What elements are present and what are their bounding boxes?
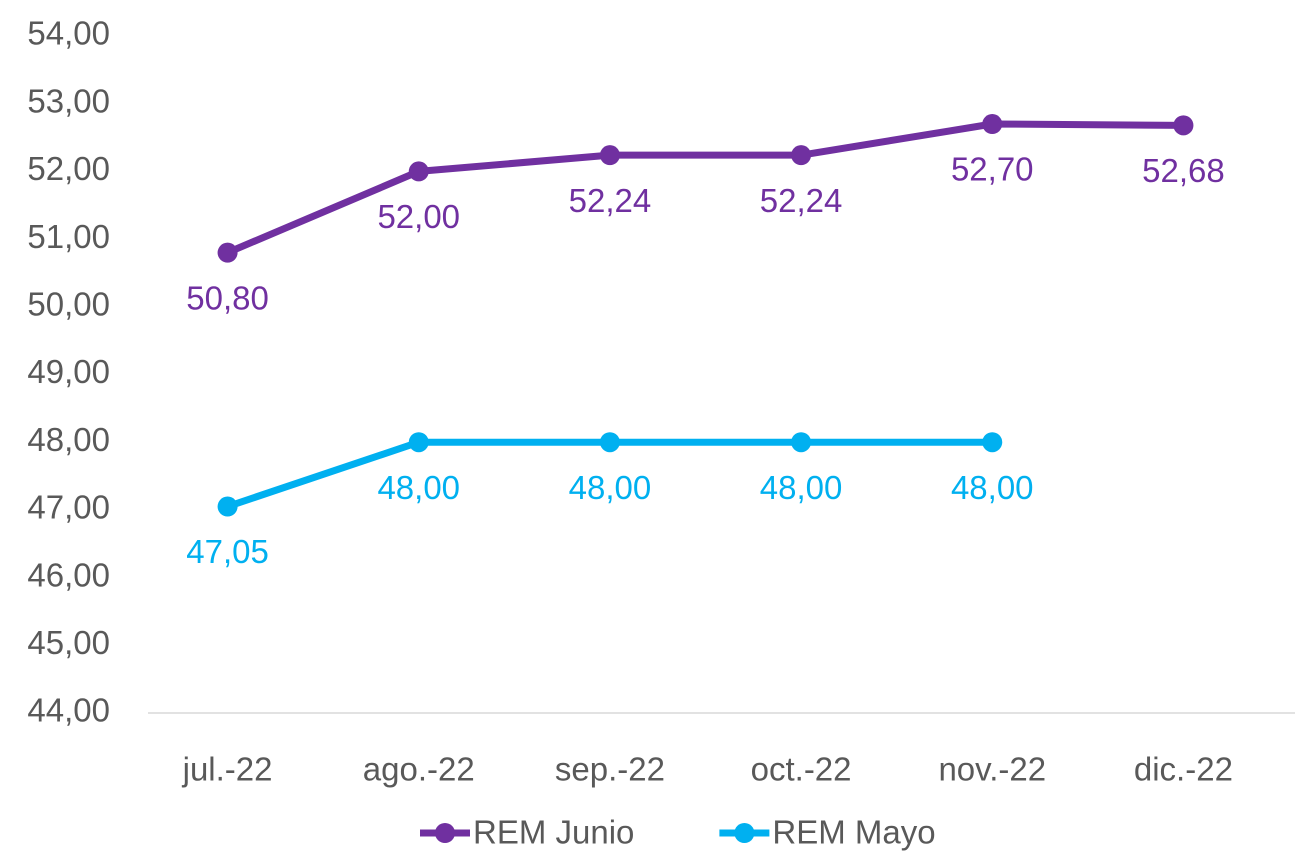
data-label: 47,05: [186, 533, 269, 570]
legend-label: REM Junio: [473, 814, 634, 851]
legend-label: REM Mayo: [772, 814, 935, 851]
point: [599, 145, 620, 166]
data-label: 52,68: [1142, 152, 1225, 189]
point: [408, 432, 429, 453]
data-label: 52,70: [951, 151, 1034, 188]
data-label: 48,00: [760, 469, 843, 506]
legend-marker: [734, 823, 755, 843]
y-tick-label: 46,00: [27, 556, 110, 593]
point: [1173, 115, 1194, 136]
x-tick-label: ago.-22: [363, 751, 475, 788]
point: [791, 432, 812, 453]
point: [982, 432, 1003, 453]
x-tick-label: sep.-22: [555, 751, 665, 788]
y-tick-label: 54,00: [27, 15, 110, 52]
y-tick-label: 45,00: [27, 624, 110, 661]
y-tick-label: 49,00: [27, 353, 110, 390]
x-tick-label: oct.-22: [751, 751, 852, 788]
data-label: 52,00: [377, 198, 460, 235]
y-tick-label: 50,00: [27, 286, 110, 323]
y-tick-label: 47,00: [27, 489, 110, 526]
data-label: 48,00: [951, 469, 1034, 506]
x-tick-label: jul.-22: [182, 751, 273, 788]
data-label: 50,80: [186, 279, 269, 316]
data-label: 52,24: [569, 182, 652, 219]
y-tick-label: 44,00: [27, 692, 110, 729]
y-tick-label: 52,00: [27, 150, 110, 187]
point: [408, 161, 429, 182]
y-tick-label: 53,00: [27, 82, 110, 119]
legend-marker: [435, 823, 455, 843]
point: [791, 145, 812, 166]
point: [217, 242, 238, 263]
point: [599, 432, 620, 453]
y-tick-label: 51,00: [27, 218, 110, 255]
y-tick-label: 48,00: [27, 421, 110, 458]
data-label: 48,00: [377, 469, 460, 506]
x-tick-label: nov.-22: [938, 751, 1046, 788]
series-line: [226, 120, 1184, 256]
point: [217, 496, 238, 517]
point: [982, 114, 1003, 135]
data-label: 52,24: [760, 182, 843, 219]
x-tick-label: dic.-22: [1134, 751, 1233, 788]
data-label: 48,00: [569, 469, 652, 506]
